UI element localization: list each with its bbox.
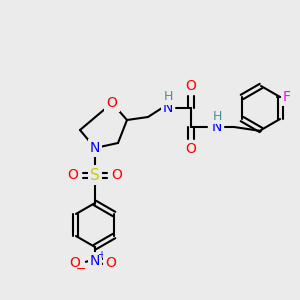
- Text: −: −: [76, 262, 86, 275]
- Text: O: O: [186, 142, 196, 156]
- Text: N: N: [90, 141, 100, 155]
- Text: O: O: [186, 79, 196, 93]
- Text: N: N: [163, 101, 173, 115]
- Text: O: O: [70, 256, 80, 270]
- Text: N: N: [90, 254, 100, 268]
- Text: H: H: [212, 110, 222, 122]
- Text: O: O: [106, 256, 116, 270]
- Text: F: F: [283, 90, 291, 104]
- Text: O: O: [112, 168, 122, 182]
- Text: N: N: [212, 120, 222, 134]
- Text: +: +: [97, 250, 105, 260]
- Text: O: O: [106, 96, 117, 110]
- Text: O: O: [68, 168, 78, 182]
- Text: S: S: [90, 167, 100, 182]
- Text: H: H: [163, 91, 173, 103]
